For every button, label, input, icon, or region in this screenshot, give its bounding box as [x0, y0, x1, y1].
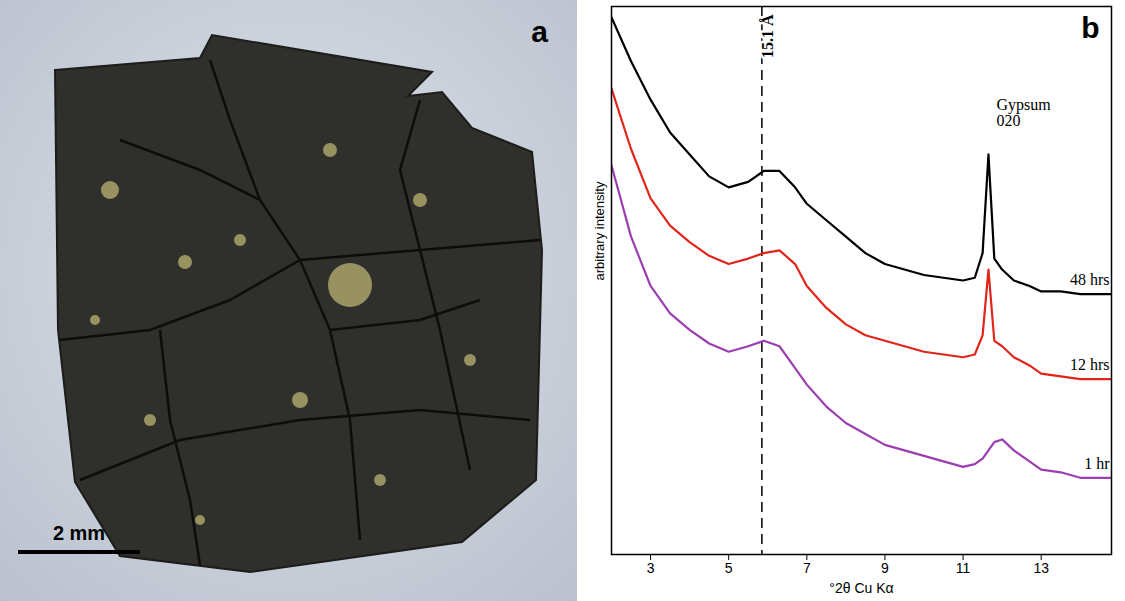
- svg-text:1 hr: 1 hr: [1084, 455, 1110, 472]
- svg-text:3: 3: [647, 560, 655, 576]
- svg-text:11: 11: [956, 560, 971, 576]
- svg-text:a: a: [531, 15, 548, 48]
- svg-text:7: 7: [803, 560, 811, 576]
- svg-text:13: 13: [1033, 560, 1049, 576]
- svg-text:b: b: [1081, 11, 1099, 44]
- svg-text:2 mm: 2 mm: [53, 522, 105, 544]
- svg-text:°2θ Cu Kα: °2θ Cu Kα: [829, 580, 893, 596]
- svg-text:9: 9: [881, 560, 889, 576]
- svg-text:arbitrary intensity: arbitrary intensity: [592, 181, 607, 280]
- svg-text:48 hrs: 48 hrs: [1070, 271, 1110, 288]
- svg-text:15.1 Å: 15.1 Å: [759, 14, 776, 58]
- svg-text:12 hrs: 12 hrs: [1070, 356, 1110, 373]
- svg-text:Gypsum020: Gypsum020: [996, 96, 1051, 129]
- svg-text:5: 5: [725, 560, 733, 576]
